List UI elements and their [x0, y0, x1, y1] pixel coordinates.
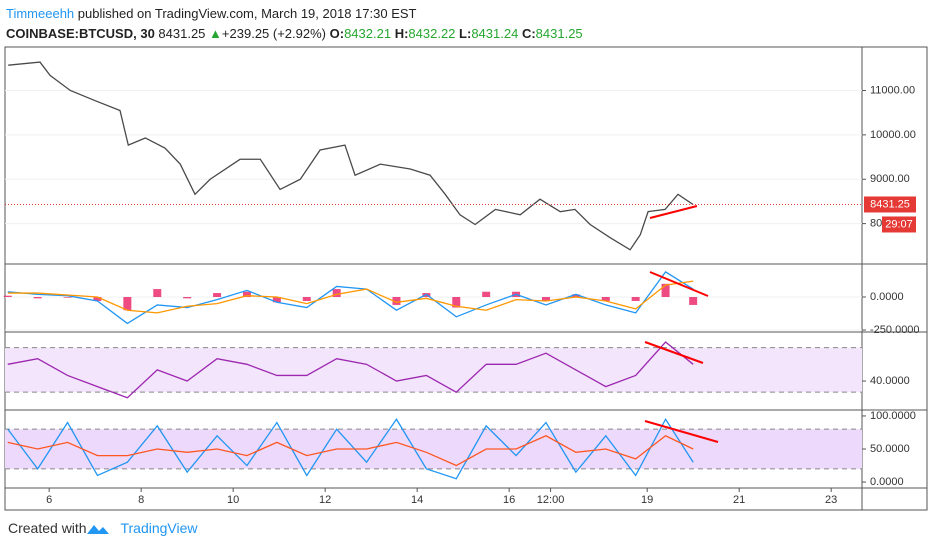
x-tick-label: 14: [411, 494, 423, 506]
trendline[interactable]: [644, 420, 719, 443]
header: Timmeeehh published on TradingView.com, …: [6, 4, 583, 44]
y-tick-label: 0.0000: [870, 291, 904, 303]
histogram-bar: [3, 295, 12, 298]
y-tick-label: 100.0000: [870, 410, 916, 422]
series-line: [7, 271, 694, 325]
histogram-bar: [601, 297, 610, 301]
histogram-bar: [93, 297, 102, 301]
last-price-box: [864, 196, 916, 213]
frame: [4, 46, 928, 511]
published: published on TradingView.com, March 19, …: [77, 6, 417, 21]
histogram-bar: [452, 297, 461, 308]
y-tick-label: 40.0000: [870, 375, 910, 387]
histogram-bar: [392, 297, 401, 305]
histogram-bar: [689, 297, 698, 305]
x-tick-label: 8: [138, 494, 144, 506]
band-fill: [5, 429, 862, 469]
publish-line: Timmeeehh published on TradingView.com, …: [6, 4, 583, 24]
arrow: ▲: [209, 26, 222, 41]
x-tick-label: 16: [503, 494, 515, 506]
brand[interactable]: TradingView: [120, 520, 198, 536]
x-tick-label: 10: [227, 494, 239, 506]
series-line: [7, 341, 694, 399]
o-key: O:: [329, 26, 345, 41]
trendline[interactable]: [649, 205, 698, 219]
chart: 11000.0010000.009000.008000.008431.2529:…: [3, 46, 928, 511]
o-value: 8432.21: [344, 26, 392, 41]
x-tick-label: 12:00: [537, 494, 565, 506]
histogram-bar: [661, 283, 670, 298]
band-fill: [5, 347, 862, 393]
trendline[interactable]: [644, 341, 704, 364]
x-tick-label: 19: [641, 494, 653, 506]
x-tick-label: 12: [319, 494, 331, 506]
y-tick-label: 10000.00: [870, 129, 916, 141]
x-tick-label: 6: [46, 494, 52, 506]
y-tick-label: 0.0000: [870, 476, 904, 488]
histogram-bar: [332, 289, 341, 298]
countdown-box: [882, 216, 916, 233]
c-key: C:: [521, 26, 536, 41]
created: Created with: [8, 520, 87, 536]
histogram-bar: [482, 291, 491, 298]
l-value: 8431.24: [471, 26, 519, 41]
change: +239.25 (+2.92%): [221, 26, 326, 41]
histogram-bar: [302, 297, 311, 301]
y-tick-label: 50.0000: [870, 443, 910, 455]
histogram-bar: [123, 297, 132, 311]
y-tick-label: 11000.00: [870, 84, 915, 96]
series-line: [7, 280, 694, 314]
trendlines: [644, 205, 719, 443]
last: 8431.25: [158, 26, 206, 41]
h-key: H:: [394, 26, 409, 41]
series-line: [8, 61, 694, 251]
y-tick-label: -250.0000: [870, 324, 920, 336]
histogram-bar: [571, 294, 580, 298]
trendline[interactable]: [649, 271, 709, 297]
c-value: 8431.25: [535, 26, 583, 41]
symbol: COINBASE:BTCUSD, 30: [6, 26, 155, 41]
plot: 11000.0010000.009000.008000.008431.2529:…: [3, 61, 920, 506]
logo: [87, 525, 109, 534]
l-key: L:: [459, 26, 472, 41]
author[interactable]: Timmeeehh: [6, 6, 75, 21]
footer: Created with TradingView: [8, 520, 198, 536]
h-value: 8432.22: [408, 26, 456, 41]
series-line: [7, 417, 694, 480]
histogram-bar: [272, 297, 281, 303]
histogram-bar: [183, 297, 192, 299]
histogram-bar: [33, 297, 42, 299]
last-price-label: 8431.25: [870, 198, 910, 210]
countdown-label: 29:07: [885, 218, 913, 230]
x-tick-label: 23: [825, 494, 837, 506]
histogram-bar: [63, 297, 72, 298]
histogram-bar: [213, 293, 222, 298]
histogram-bar: [242, 291, 251, 298]
histogram-bar: [541, 297, 550, 301]
symbol-line: COINBASE:BTCUSD, 30 8431.25 ▲+239.25 (+2…: [6, 24, 583, 44]
histogram-bar: [153, 289, 162, 298]
x-tick-label: 21: [733, 494, 745, 506]
ohlc: O:8432.21 H:8432.22 L:8431.24 C:8431.25: [330, 26, 583, 41]
histogram-bar: [631, 297, 640, 301]
y-tick-label: 9000.00: [870, 173, 910, 185]
series-line: [7, 435, 694, 467]
